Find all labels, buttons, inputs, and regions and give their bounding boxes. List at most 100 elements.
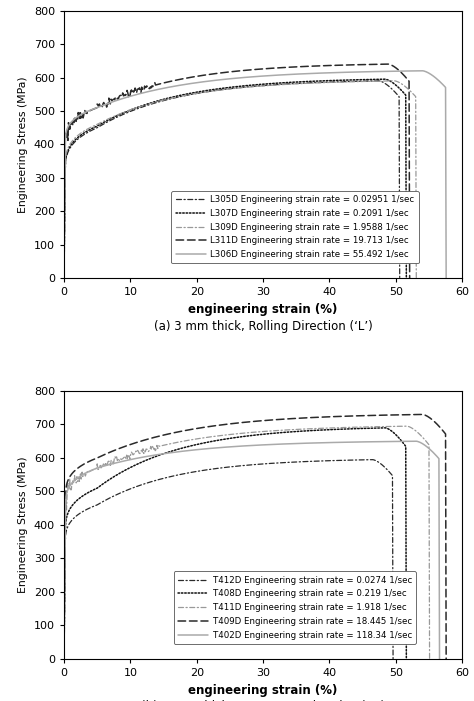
T402D Engineering strain rate = 118.34 1/sec: [94, 464, 100, 472]
L305D Engineering strain rate = 0.02951 1/sec: [94, 124, 100, 132]
L311D Engineering strain rate = 19.713 1/sec: [169, 77, 174, 86]
T402D Engineering strain rate = 118.34 1/sec: [414, 437, 419, 445]
Line: T408D Engineering strain rate = 0.219 1/sec: T408D Engineering strain rate = 0.219 1/…: [64, 428, 406, 659]
Line: T411D Engineering strain rate = 1.918 1/sec: T411D Engineering strain rate = 1.918 1/…: [64, 426, 429, 659]
L307D Engineering strain rate = 0.2091 1/sec: [61, 274, 67, 283]
L306D Engineering strain rate = 55.492 1/sec: [61, 274, 67, 283]
T412D Engineering strain rate = 0.0274 1/sec: [173, 471, 179, 479]
T409D Engineering strain rate = 18.445 1/sec: [331, 412, 337, 421]
Line: L311D Engineering strain rate = 19.713 1/sec: L311D Engineering strain rate = 19.713 1…: [64, 64, 410, 278]
T402D Engineering strain rate = 118.34 1/sec: [437, 655, 442, 663]
T412D Engineering strain rate = 0.0274 1/sec: [94, 501, 100, 510]
L309D Engineering strain rate = 1.9588 1/sec: [94, 121, 100, 129]
T409D Engineering strain rate = 18.445 1/sec: [178, 427, 183, 435]
T412D Engineering strain rate = 0.0274 1/sec: [370, 456, 375, 464]
L309D Engineering strain rate = 1.9588 1/sec: [100, 117, 106, 125]
L311D Engineering strain rate = 19.713 1/sec: [100, 100, 106, 108]
T412D Engineering strain rate = 0.0274 1/sec: [295, 458, 301, 466]
T409D Engineering strain rate = 18.445 1/sec: [101, 451, 107, 459]
T402D Engineering strain rate = 118.34 1/sec: [176, 447, 182, 456]
T408D Engineering strain rate = 0.219 1/sec: [100, 479, 106, 488]
X-axis label: engineering strain (%): engineering strain (%): [188, 303, 338, 316]
L306D Engineering strain rate = 55.492 1/sec: [101, 101, 107, 109]
T402D Engineering strain rate = 118.34 1/sec: [101, 462, 107, 470]
T411D Engineering strain rate = 1.918 1/sec: [427, 655, 432, 663]
T402D Engineering strain rate = 118.34 1/sec: [109, 460, 115, 468]
L306D Engineering strain rate = 55.492 1/sec: [187, 79, 193, 88]
Legend: T412D Engineering strain rate = 0.0274 1/sec, T408D Engineering strain rate = 0.: T412D Engineering strain rate = 0.0274 1…: [174, 571, 416, 644]
L306D Engineering strain rate = 55.492 1/sec: [110, 97, 116, 106]
Line: T402D Engineering strain rate = 118.34 1/sec: T402D Engineering strain rate = 118.34 1…: [64, 441, 439, 659]
T409D Engineering strain rate = 18.445 1/sec: [420, 410, 426, 418]
L311D Engineering strain rate = 19.713 1/sec: [306, 62, 311, 71]
Line: L307D Engineering strain rate = 0.2091 1/sec: L307D Engineering strain rate = 0.2091 1…: [64, 79, 406, 278]
L309D Engineering strain rate = 1.9588 1/sec: [61, 274, 67, 283]
L305D Engineering strain rate = 0.02951 1/sec: [397, 274, 402, 283]
T409D Engineering strain rate = 18.445 1/sec: [94, 454, 100, 463]
T412D Engineering strain rate = 0.0274 1/sec: [165, 473, 171, 482]
T411D Engineering strain rate = 1.918 1/sec: [183, 437, 189, 445]
L309D Engineering strain rate = 1.9588 1/sec: [170, 94, 176, 102]
L305D Engineering strain rate = 0.02951 1/sec: [175, 93, 181, 102]
L306D Engineering strain rate = 55.492 1/sec: [94, 104, 100, 112]
L306D Engineering strain rate = 55.492 1/sec: [331, 69, 337, 77]
L311D Engineering strain rate = 19.713 1/sec: [178, 75, 183, 83]
L305D Engineering strain rate = 0.02951 1/sec: [108, 116, 113, 125]
T412D Engineering strain rate = 0.0274 1/sec: [61, 655, 67, 663]
T411D Engineering strain rate = 1.918 1/sec: [173, 438, 179, 447]
L306D Engineering strain rate = 55.492 1/sec: [443, 274, 449, 283]
T409D Engineering strain rate = 18.445 1/sec: [110, 447, 116, 455]
L311D Engineering strain rate = 19.713 1/sec: [94, 104, 100, 112]
T408D Engineering strain rate = 0.219 1/sec: [383, 423, 388, 432]
L309D Engineering strain rate = 1.9588 1/sec: [179, 92, 185, 100]
T408D Engineering strain rate = 0.219 1/sec: [403, 655, 409, 663]
T408D Engineering strain rate = 0.219 1/sec: [177, 444, 182, 453]
L307D Engineering strain rate = 0.2091 1/sec: [94, 122, 100, 130]
L305D Engineering strain rate = 0.02951 1/sec: [299, 79, 305, 88]
T408D Engineering strain rate = 0.219 1/sec: [108, 475, 114, 483]
L305D Engineering strain rate = 0.02951 1/sec: [100, 121, 106, 129]
L309D Engineering strain rate = 1.9588 1/sec: [109, 114, 114, 122]
L309D Engineering strain rate = 1.9588 1/sec: [310, 79, 316, 87]
L307D Engineering strain rate = 0.2091 1/sec: [108, 114, 114, 123]
L309D Engineering strain rate = 1.9588 1/sec: [392, 76, 397, 85]
T412D Engineering strain rate = 0.0274 1/sec: [100, 498, 106, 506]
L309D Engineering strain rate = 1.9588 1/sec: [413, 274, 419, 283]
T412D Engineering strain rate = 0.0274 1/sec: [390, 655, 396, 663]
L311D Engineering strain rate = 19.713 1/sec: [61, 274, 67, 283]
L307D Engineering strain rate = 0.2091 1/sec: [177, 91, 182, 100]
L311D Engineering strain rate = 19.713 1/sec: [108, 95, 114, 103]
T411D Engineering strain rate = 1.918 1/sec: [404, 422, 410, 430]
X-axis label: engineering strain (%): engineering strain (%): [188, 683, 338, 697]
T409D Engineering strain rate = 18.445 1/sec: [61, 655, 67, 663]
L306D Engineering strain rate = 55.492 1/sec: [178, 81, 183, 90]
T402D Engineering strain rate = 118.34 1/sec: [327, 438, 332, 447]
T409D Engineering strain rate = 18.445 1/sec: [443, 655, 449, 663]
Y-axis label: Engineering Stress (MPa): Engineering Stress (MPa): [18, 76, 28, 213]
T412D Engineering strain rate = 0.0274 1/sec: [108, 494, 113, 502]
L307D Engineering strain rate = 0.2091 1/sec: [304, 77, 310, 86]
T411D Engineering strain rate = 1.918 1/sec: [100, 460, 106, 468]
T402D Engineering strain rate = 118.34 1/sec: [61, 655, 67, 663]
Line: T409D Engineering strain rate = 18.445 1/sec: T409D Engineering strain rate = 18.445 1…: [64, 414, 446, 659]
T408D Engineering strain rate = 0.219 1/sec: [61, 655, 67, 663]
Y-axis label: Engineering Stress (MPa): Engineering Stress (MPa): [18, 456, 28, 593]
L311D Engineering strain rate = 19.713 1/sec: [407, 274, 412, 283]
Legend: L305D Engineering strain rate = 0.02951 1/sec, L307D Engineering strain rate = 0: L305D Engineering strain rate = 0.02951 …: [171, 191, 419, 264]
T411D Engineering strain rate = 1.918 1/sec: [319, 424, 325, 433]
L307D Engineering strain rate = 0.2091 1/sec: [383, 75, 388, 83]
L306D Engineering strain rate = 55.492 1/sec: [420, 67, 426, 75]
L305D Engineering strain rate = 0.02951 1/sec: [376, 76, 382, 85]
T411D Engineering strain rate = 1.918 1/sec: [109, 456, 115, 465]
L307D Engineering strain rate = 0.2091 1/sec: [100, 118, 106, 127]
T411D Engineering strain rate = 1.918 1/sec: [94, 464, 100, 472]
T402D Engineering strain rate = 118.34 1/sec: [185, 447, 191, 455]
L311D Engineering strain rate = 19.713 1/sec: [385, 60, 391, 68]
L305D Engineering strain rate = 0.02951 1/sec: [166, 95, 172, 103]
Line: T412D Engineering strain rate = 0.0274 1/sec: T412D Engineering strain rate = 0.0274 1…: [64, 460, 393, 659]
T408D Engineering strain rate = 0.219 1/sec: [168, 447, 173, 456]
Line: L305D Engineering strain rate = 0.02951 1/sec: L305D Engineering strain rate = 0.02951 …: [64, 81, 400, 278]
Text: (a) 3 mm thick, Rolling Direction (‘L’): (a) 3 mm thick, Rolling Direction (‘L’): [154, 320, 373, 333]
T408D Engineering strain rate = 0.219 1/sec: [94, 484, 100, 493]
L305D Engineering strain rate = 0.02951 1/sec: [61, 274, 67, 283]
